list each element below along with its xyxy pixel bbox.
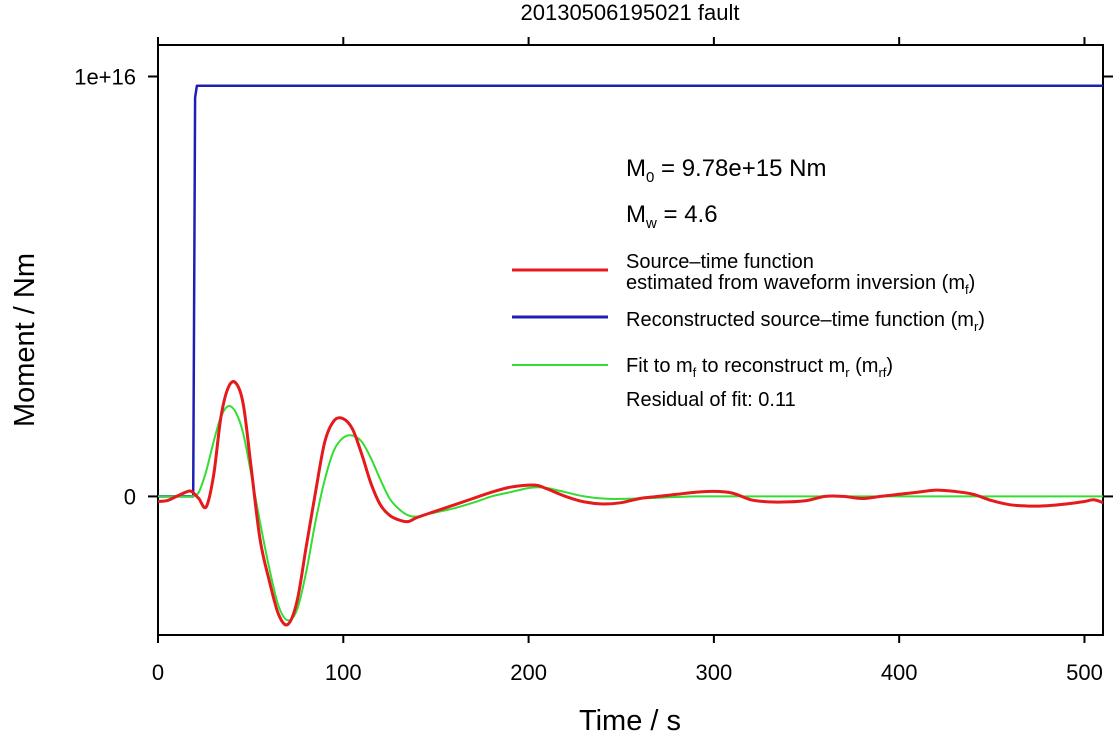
legend-label-fit: Fit to mf to reconstruct mr (mrf): [626, 355, 893, 380]
x-tick-label: 200: [510, 660, 547, 685]
x-tick-label: 0: [152, 660, 164, 685]
moment-magnitude-subscript: w: [645, 215, 657, 232]
x-axis-label: Time / s: [579, 705, 681, 735]
legend: Source–time function estimated from wave…: [512, 251, 985, 411]
y-axis-label: Moment / Nm: [9, 253, 41, 427]
seismic-moment-subscript: 0: [646, 169, 654, 186]
seismic-moment-symbol: M: [626, 155, 646, 182]
legend-label-reconstructed-stf: Reconstructed source–time function (mr): [626, 309, 985, 334]
x-tick-label: 400: [881, 660, 918, 685]
seismic-moment-label: M0 = 9.78e+15 Nm: [626, 155, 826, 186]
moment-magnitude-symbol: M: [626, 201, 646, 228]
x-tick-label: 500: [1066, 660, 1103, 685]
seismic-moment-value: = 9.78e+15 Nm: [654, 155, 826, 182]
legend-label-estimated-stf-line1: Source–time function: [626, 251, 814, 273]
x-tick-label: 100: [325, 660, 362, 685]
y-tick-label: 0: [124, 484, 136, 509]
chart-title: 20130506195021 fault: [521, 0, 740, 25]
moment-magnitude-label: Mw = 4.6: [626, 201, 718, 232]
plot-frame: [157, 44, 1104, 636]
series-line-estimated-stf: [157, 380, 1104, 627]
x-tick-label: 300: [696, 660, 733, 685]
y-tick-label: 1e+16: [74, 64, 136, 89]
residual-label: Residual of fit: 0.11: [626, 389, 796, 411]
moment-magnitude-value: = 4.6: [657, 201, 718, 228]
legend-label-estimated-stf-line2: estimated from waveform inversion (mf): [626, 272, 975, 297]
